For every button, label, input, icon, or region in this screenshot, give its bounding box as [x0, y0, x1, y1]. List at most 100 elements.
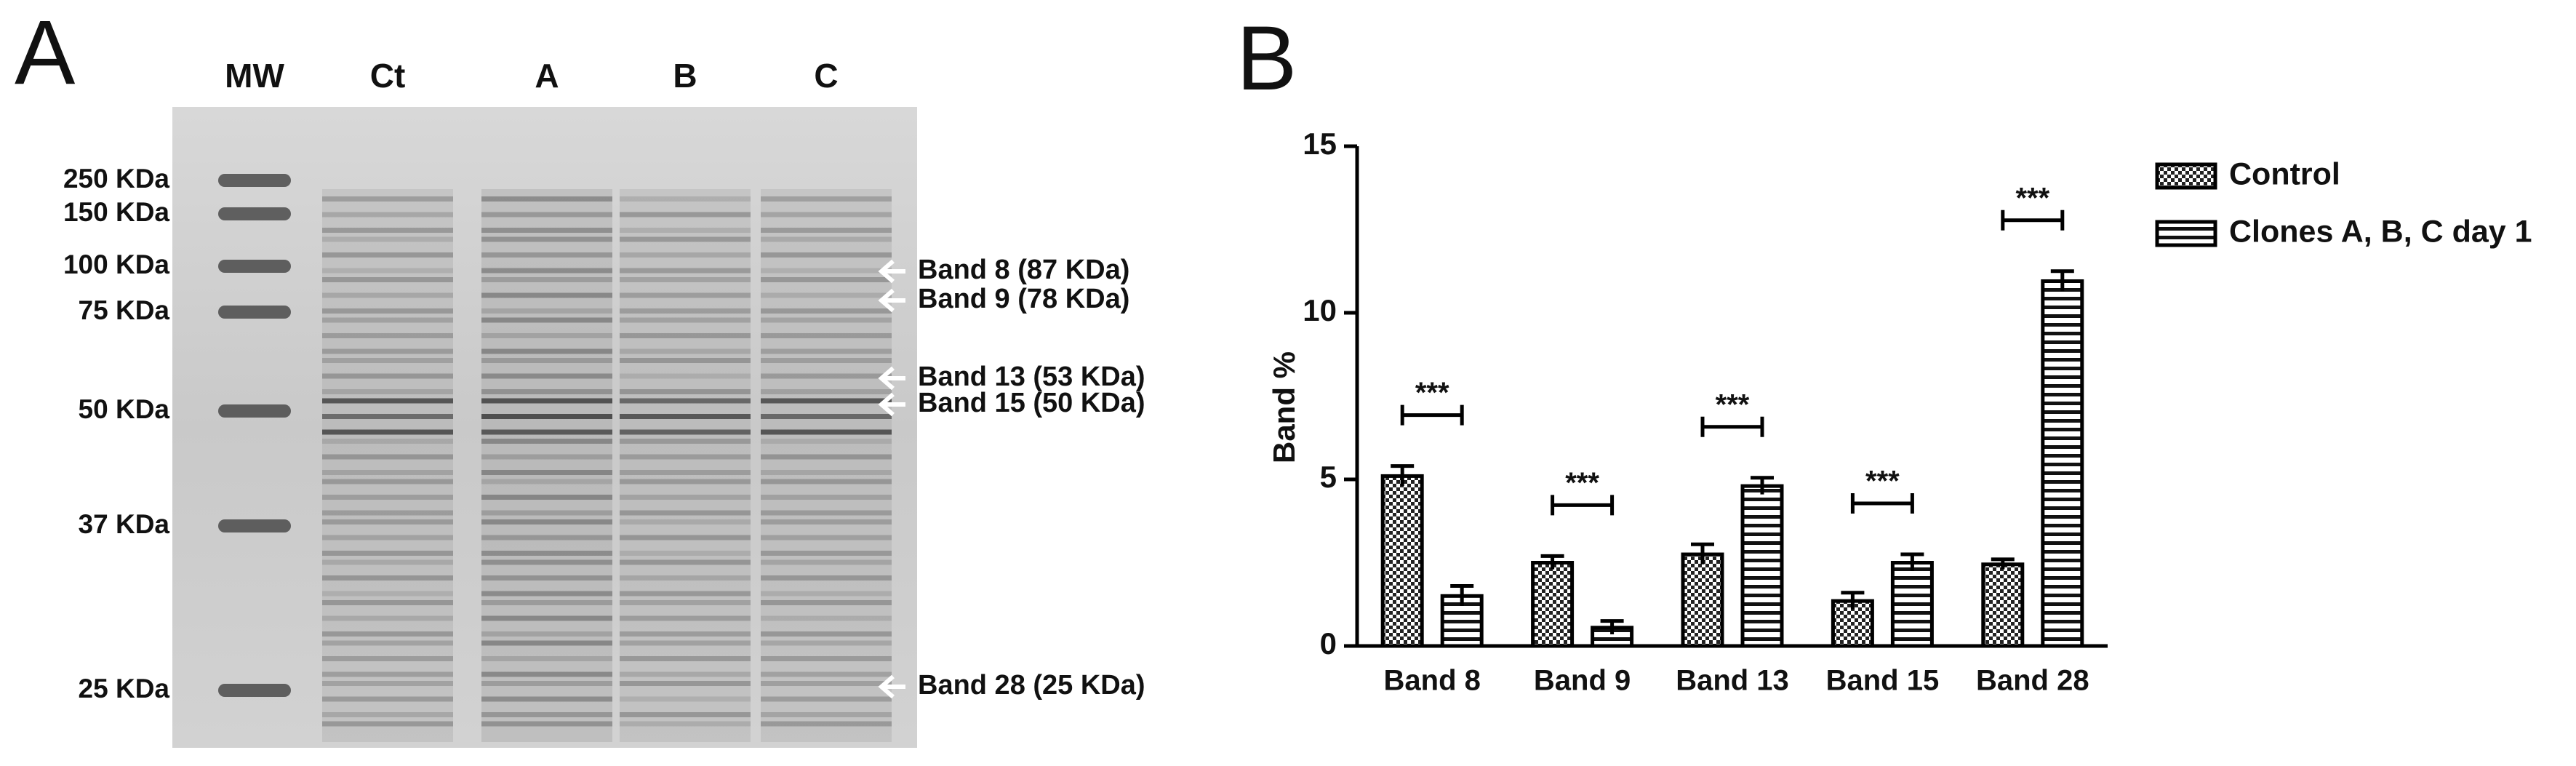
- gel-band: [322, 236, 453, 242]
- panel-label: A: [15, 2, 76, 103]
- gel-band: [322, 292, 453, 298]
- significance-bracket: [1551, 495, 1615, 516]
- arrow: [878, 288, 905, 313]
- significance-label: ***: [2015, 182, 2049, 214]
- gel-band: [761, 600, 892, 605]
- gel-band: [761, 535, 892, 540]
- gel-band: [322, 373, 453, 379]
- gel-band: [761, 681, 892, 686]
- gel-band: [322, 656, 453, 661]
- gel-band: [761, 615, 892, 621]
- lane-smear: [322, 189, 453, 742]
- gel-band: [620, 429, 751, 435]
- gel-band: [322, 414, 453, 419]
- gel-band: [761, 721, 892, 727]
- gel-band: [761, 252, 892, 258]
- ladder-band: [218, 260, 291, 273]
- gel-band: [481, 551, 612, 556]
- gel-band: [481, 721, 612, 727]
- significance-bracket: [2001, 210, 2065, 231]
- gel-band: [761, 317, 892, 323]
- lane-smear: [761, 189, 892, 742]
- gel-band: [322, 575, 453, 581]
- gel-band: [620, 439, 751, 444]
- gel-band: [322, 252, 453, 258]
- error-bar: [2050, 269, 2074, 292]
- gel-band: [481, 631, 612, 637]
- band-annotation: Band 9 (78 KDa): [918, 284, 1129, 314]
- gel-band: [620, 600, 751, 605]
- mw-label: 75 KDa: [79, 295, 170, 325]
- gel-band: [620, 348, 751, 354]
- gel-band: [481, 292, 612, 298]
- error-bar: [1691, 542, 1714, 564]
- gel-band: [620, 277, 751, 282]
- x-tick-label: Band 15: [1826, 665, 1940, 697]
- bar: [1740, 484, 1784, 648]
- gel-band: [761, 671, 892, 677]
- gel-band: [761, 656, 892, 661]
- significance-label: ***: [1865, 466, 1900, 498]
- gel-band: [481, 510, 612, 516]
- gel-band: [620, 559, 751, 565]
- gel-band: [761, 510, 892, 516]
- legend-label: Clones A, B, C day 1: [2229, 214, 2532, 249]
- gel-band: [481, 439, 612, 444]
- gel-band: [481, 236, 612, 242]
- gel-band: [481, 228, 612, 233]
- significance-bracket: [1400, 404, 1464, 426]
- gel-band: [761, 333, 892, 338]
- gel-band: [481, 559, 612, 565]
- x-tick-label: Band 9: [1534, 665, 1631, 697]
- legend-label: Control: [2229, 156, 2340, 191]
- gel-band: [620, 373, 751, 379]
- gel-band: [322, 696, 453, 702]
- gel-band: [620, 236, 751, 242]
- gel-band: [761, 479, 892, 484]
- gel-band: [620, 292, 751, 298]
- significance-label: ***: [1565, 467, 1599, 499]
- arrow: [878, 674, 905, 699]
- mw-label: 25 KDa: [79, 674, 170, 703]
- error-bar: [1991, 557, 2015, 570]
- panel-label: B: [1236, 8, 1297, 109]
- gel-band: [761, 591, 892, 597]
- gel-band: [620, 479, 751, 484]
- lane-smear: [481, 189, 612, 742]
- gel-band: [481, 479, 612, 484]
- gel-band: [620, 308, 751, 314]
- gel-band: [761, 495, 892, 500]
- gel-band: [620, 454, 751, 460]
- bar: [1681, 552, 1724, 648]
- gel-band: [761, 196, 892, 202]
- gel-band: [322, 196, 453, 202]
- mw-label: 250 KDa: [63, 164, 169, 194]
- band-annotation: Band 13 (53 KDa): [918, 362, 1145, 392]
- lane-label: Ct: [370, 57, 406, 95]
- error-bar: [1391, 464, 1415, 487]
- gel-band: [322, 535, 453, 540]
- gel-band: [620, 414, 751, 419]
- gel-band: [481, 389, 612, 394]
- arrow: [878, 366, 905, 391]
- gel-band: [620, 196, 751, 202]
- gel-band: [620, 268, 751, 274]
- gel-band: [620, 591, 751, 597]
- gel-band: [481, 358, 612, 363]
- error-bar: [1751, 476, 1774, 495]
- gel-band: [322, 212, 453, 218]
- error-bar: [1841, 591, 1865, 610]
- band-annotation: Band 15 (50 KDa): [918, 388, 1145, 418]
- gel-band: [322, 308, 453, 314]
- gel-band: [481, 600, 612, 605]
- x-tick-label: Band 28: [1976, 665, 2089, 697]
- gel-band: [481, 495, 612, 500]
- gel-band: [322, 640, 453, 646]
- gel-band: [481, 212, 612, 218]
- legend-swatch: [2155, 220, 2217, 247]
- bar: [2041, 279, 2084, 648]
- gel-band: [322, 600, 453, 605]
- gel-band: [761, 348, 892, 354]
- gel-band: [322, 470, 453, 475]
- lane-smear: [620, 189, 751, 742]
